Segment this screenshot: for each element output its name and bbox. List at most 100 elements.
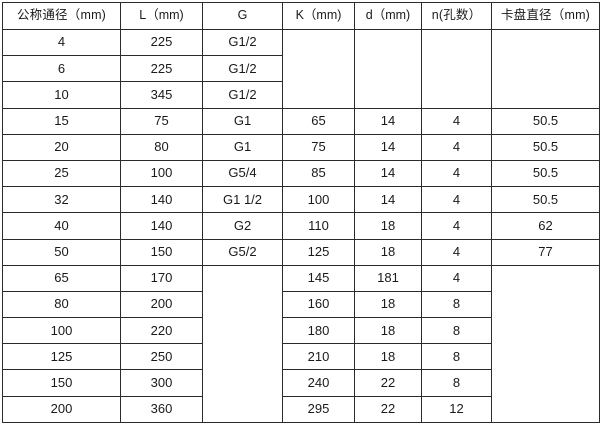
cell-n: 4 xyxy=(421,212,492,240)
cell-k: 240 xyxy=(282,369,355,397)
cell-l: 225 xyxy=(120,28,203,57)
table-header: 公称通径（mm) L（mm) G K（mm) d（mm) n(孔数） 卡盘直径（… xyxy=(2,2,600,30)
cell-dn: 20 xyxy=(2,133,121,161)
column-header-nominal-diameter: 公称通径（mm) xyxy=(2,2,121,30)
cell-chuck: 77 xyxy=(491,238,600,266)
cell-k: 85 xyxy=(282,159,355,188)
bottom-blank-g xyxy=(202,264,283,423)
cell-d: 18 xyxy=(354,212,422,240)
cell-dn: 50 xyxy=(2,238,121,266)
cell-k: 180 xyxy=(282,317,355,345)
cell-d: 18 xyxy=(354,290,422,319)
cell-dn: 6 xyxy=(2,55,121,83)
cell-l: 140 xyxy=(120,212,203,240)
cell-l: 150 xyxy=(120,238,203,266)
cell-dn: 100 xyxy=(2,317,121,345)
cell-chuck: 62 xyxy=(491,212,600,240)
table-row: 15 75 G1 65 14 4 50.5 xyxy=(2,107,600,135)
cell-n: 4 xyxy=(421,107,492,135)
cell-l: 200 xyxy=(120,290,203,319)
column-header-chuck-diameter: 卡盘直径（mm) xyxy=(491,2,600,30)
cell-g: G5/4 xyxy=(202,159,283,188)
cell-k: 125 xyxy=(282,238,355,266)
cell-l: 220 xyxy=(120,317,203,345)
cell-dn: 200 xyxy=(2,395,121,423)
cell-l: 80 xyxy=(120,133,203,161)
cell-k: 100 xyxy=(282,186,355,214)
table-row: 20 80 G1 75 14 4 50.5 xyxy=(2,133,600,161)
cell-d: 14 xyxy=(354,133,422,161)
cell-chuck: 50.5 xyxy=(491,107,600,135)
cell-g: G1/2 xyxy=(202,55,283,83)
cell-k: 210 xyxy=(282,343,355,371)
table-row: 10 345 G1/2 xyxy=(2,81,600,109)
cell-l: 250 xyxy=(120,343,203,371)
table-body: 4 225 G1/2 6 225 G1/2 10 345 G1/2 15 75 G1 65 14 4 50.5… xyxy=(2,28,600,423)
cell-dn: 65 xyxy=(2,264,121,292)
cell-n: 8 xyxy=(421,290,492,319)
cell-n: 4 xyxy=(421,133,492,161)
cell-dn: 150 xyxy=(2,369,121,397)
cell-d: 18 xyxy=(354,238,422,266)
cell-dn: 15 xyxy=(2,107,121,135)
cell-d: 18 xyxy=(354,317,422,345)
cell-dn: 125 xyxy=(2,343,121,371)
cell-n: 8 xyxy=(421,369,492,397)
cell-dn: 40 xyxy=(2,212,121,240)
cell-d: 14 xyxy=(354,107,422,135)
cell-dn: 10 xyxy=(2,81,121,109)
cell-l: 225 xyxy=(120,55,203,83)
column-header-hole-count: n(孔数） xyxy=(421,2,492,30)
cell-n: 4 xyxy=(421,159,492,188)
cell-dn: 25 xyxy=(2,159,121,188)
cell-d: 22 xyxy=(354,369,422,397)
cell-l: 170 xyxy=(120,264,203,292)
cell-d: 181 xyxy=(354,264,422,292)
column-header-k: K（mm) xyxy=(282,2,355,30)
cell-l: 345 xyxy=(120,81,203,109)
top-blank-k xyxy=(282,29,355,109)
column-header-d: d（mm) xyxy=(354,2,422,30)
top-blank-chuck xyxy=(491,29,600,109)
table-row: 50 150 G5/2 125 18 4 77 xyxy=(2,238,600,266)
column-header-thread: G xyxy=(202,2,283,30)
cell-n: 4 xyxy=(421,264,492,292)
cell-k: 65 xyxy=(282,107,355,135)
cell-l: 100 xyxy=(120,159,203,188)
cell-n: 4 xyxy=(421,186,492,214)
header-row: 公称通径（mm) L（mm) G K（mm) d（mm) n(孔数） 卡盘直径（… xyxy=(2,2,600,30)
cell-k: 110 xyxy=(282,212,355,240)
cell-d: 22 xyxy=(354,395,422,423)
cell-dn: 80 xyxy=(2,290,121,319)
table-row: 125 250 210 18 8 xyxy=(2,343,600,371)
cell-chuck: 50.5 xyxy=(491,186,600,214)
table-row: 32 140 G1 1/2 100 14 4 50.5 xyxy=(2,186,600,214)
cell-l: 140 xyxy=(120,186,203,214)
cell-n: 8 xyxy=(421,343,492,371)
cell-g: G1 xyxy=(202,133,283,161)
table-row: 40 140 G2 110 18 4 62 xyxy=(2,212,600,240)
cell-n: 12 xyxy=(421,395,492,423)
cell-d: 18 xyxy=(354,343,422,371)
table-row: 4 225 G1/2 xyxy=(2,28,600,109)
cell-dn: 4 xyxy=(2,28,121,57)
cell-l: 300 xyxy=(120,369,203,397)
cell-n: 4 xyxy=(421,238,492,266)
bottom-blank-chuck xyxy=(491,264,600,423)
table-row: 100 220 180 18 8 xyxy=(2,317,600,345)
table-row: 25 100 G5/4 85 14 4 50.5 xyxy=(2,159,600,188)
cell-g: G1 1/2 xyxy=(202,186,283,214)
table-row: 6 225 G1/2 xyxy=(2,55,600,83)
cell-chuck: 50.5 xyxy=(491,159,600,188)
cell-chuck: 50.5 xyxy=(491,133,600,161)
cell-k: 75 xyxy=(282,133,355,161)
cell-dn: 32 xyxy=(2,186,121,214)
cell-g: G2 xyxy=(202,212,283,240)
cell-d: 14 xyxy=(354,159,422,188)
cell-g: G1/2 xyxy=(202,28,283,57)
column-header-length: L（mm) xyxy=(120,2,203,30)
cell-d: 14 xyxy=(354,186,422,214)
top-blank-n xyxy=(421,29,492,109)
cell-l: 360 xyxy=(120,395,203,423)
cell-k: 295 xyxy=(282,395,355,423)
